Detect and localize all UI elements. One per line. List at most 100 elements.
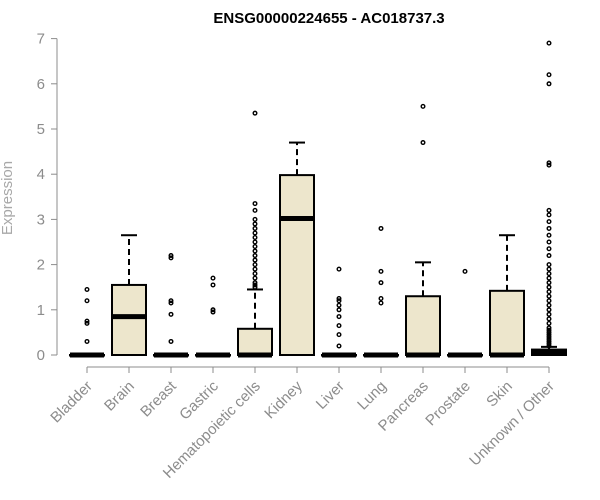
outlier-point bbox=[546, 316, 552, 322]
outlier-point bbox=[168, 298, 174, 304]
outlier-point bbox=[546, 341, 552, 347]
outlier-point bbox=[252, 280, 258, 286]
outlier-point bbox=[546, 284, 552, 290]
box-group-brain bbox=[111, 234, 147, 356]
x-tick-label: Lung bbox=[354, 378, 390, 414]
outlier-point bbox=[546, 160, 552, 166]
outlier-point bbox=[84, 318, 90, 324]
outlier-point bbox=[546, 40, 552, 46]
y-tick-label: 5 bbox=[37, 121, 45, 138]
outlier-point bbox=[168, 311, 174, 317]
outlier-point bbox=[546, 302, 552, 308]
box-group-breast bbox=[153, 253, 189, 358]
outlier-point bbox=[378, 300, 384, 306]
outlier-point bbox=[546, 219, 552, 225]
outlier-point bbox=[252, 266, 258, 272]
outlier-point bbox=[546, 280, 552, 286]
outlier-point bbox=[546, 327, 552, 333]
outlier-point bbox=[546, 311, 552, 317]
x-tick-label: Skin bbox=[483, 378, 516, 411]
outlier-point bbox=[546, 246, 552, 252]
outlier-point bbox=[168, 255, 174, 261]
outlier-point bbox=[336, 343, 342, 349]
outlier-point bbox=[546, 320, 552, 326]
boxes-layer bbox=[69, 40, 567, 358]
outlier-point bbox=[378, 280, 384, 286]
outlier-point bbox=[168, 253, 174, 259]
outlier-point bbox=[546, 343, 552, 349]
y-tick-label: 6 bbox=[37, 76, 45, 93]
box-rect bbox=[111, 283, 147, 356]
x-tick-label: Breast bbox=[137, 377, 180, 420]
outlier-point bbox=[252, 230, 258, 236]
box-group-bladder bbox=[69, 286, 105, 358]
outlier-point bbox=[336, 332, 342, 338]
outlier-point bbox=[252, 253, 258, 259]
box-group-hematopoietic-cells bbox=[237, 110, 273, 358]
box-group-liver bbox=[321, 266, 357, 358]
outlier-point bbox=[336, 296, 342, 302]
box-group-unknown-other bbox=[531, 40, 567, 356]
outlier-point bbox=[546, 289, 552, 295]
outlier-point bbox=[546, 225, 552, 231]
outlier-point bbox=[546, 207, 552, 213]
x-tick-label: Liver bbox=[313, 378, 348, 413]
outlier-point bbox=[546, 232, 552, 238]
outlier-point bbox=[378, 268, 384, 274]
x-tick-label: Prostate bbox=[422, 378, 474, 430]
outlier-point bbox=[462, 268, 468, 274]
outlier-point bbox=[546, 338, 552, 344]
outlier-point bbox=[252, 262, 258, 268]
box-rect bbox=[489, 289, 525, 357]
outlier-point bbox=[420, 140, 426, 146]
outlier-point bbox=[168, 300, 174, 306]
outlier-point bbox=[546, 81, 552, 87]
outlier-point bbox=[210, 282, 216, 288]
outlier-point bbox=[210, 307, 216, 313]
outlier-point bbox=[546, 271, 552, 277]
outlier-point bbox=[546, 334, 552, 340]
outlier-point bbox=[210, 309, 216, 315]
outlier-point bbox=[252, 225, 258, 231]
outlier-point bbox=[252, 239, 258, 245]
outlier-point bbox=[252, 244, 258, 250]
outlier-point bbox=[546, 332, 552, 338]
outlier-point bbox=[84, 286, 90, 292]
outlier-point bbox=[546, 266, 552, 272]
outlier-point bbox=[336, 323, 342, 329]
outlier-point bbox=[252, 257, 258, 263]
outlier-point bbox=[546, 239, 552, 245]
box-group-lung bbox=[363, 225, 399, 358]
outlier-point bbox=[546, 329, 552, 335]
outlier-point bbox=[84, 320, 90, 326]
outlier-point bbox=[546, 262, 552, 268]
outlier-point bbox=[336, 307, 342, 313]
outlier-point bbox=[546, 162, 552, 168]
box-group-skin bbox=[489, 234, 525, 358]
outlier-point bbox=[336, 314, 342, 320]
outlier-point bbox=[252, 234, 258, 240]
outlier-point bbox=[546, 275, 552, 281]
x-tick-label: Brain bbox=[101, 378, 138, 415]
box-group-kidney bbox=[279, 141, 315, 356]
outlier-point bbox=[252, 110, 258, 116]
outlier-point bbox=[546, 212, 552, 218]
outlier-point bbox=[546, 293, 552, 299]
outlier-point bbox=[252, 282, 258, 288]
outlier-point bbox=[252, 248, 258, 254]
box-rect bbox=[405, 295, 441, 356]
outlier-point bbox=[546, 253, 552, 259]
outlier-point bbox=[168, 338, 174, 344]
y-tick-label: 7 bbox=[37, 31, 45, 48]
box-rect bbox=[279, 174, 315, 356]
outlier-point bbox=[546, 307, 552, 313]
x-tick-label: Kidney bbox=[261, 377, 306, 422]
y-tick-label: 4 bbox=[37, 166, 45, 183]
outlier-point bbox=[252, 221, 258, 227]
outlier-point bbox=[252, 271, 258, 277]
outlier-point bbox=[252, 275, 258, 281]
y-tick-label: 1 bbox=[37, 302, 45, 319]
outlier-point bbox=[336, 302, 342, 308]
